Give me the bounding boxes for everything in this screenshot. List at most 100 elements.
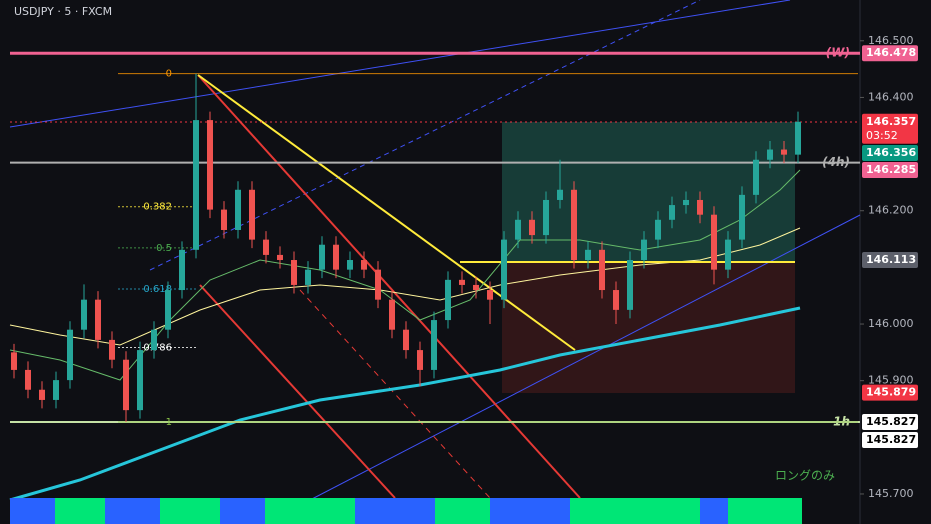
candle-body	[95, 299, 101, 340]
fib-label: 0.786	[143, 342, 172, 353]
bar-block	[265, 498, 355, 524]
candle-body	[781, 149, 787, 155]
candle-body	[221, 209, 227, 230]
price-label: 146.356	[866, 146, 916, 159]
fib-label: 1	[166, 417, 172, 428]
candle-body	[193, 120, 199, 250]
y-tick-label: 146.000	[868, 317, 914, 330]
price-label: 146.285	[866, 163, 916, 176]
down-channel	[197, 74, 581, 499]
price-label-box	[862, 145, 918, 161]
candle-body	[641, 239, 647, 261]
candle-body	[627, 260, 633, 310]
candle-body	[795, 121, 801, 155]
candle-body	[249, 189, 255, 240]
candle-body	[53, 380, 59, 400]
candle-body	[711, 214, 717, 270]
candle-body	[613, 290, 619, 310]
price-label-box	[862, 432, 918, 448]
candle-body	[109, 339, 115, 360]
price-label: 145.827	[866, 415, 916, 428]
candle-body	[445, 279, 451, 321]
candle-body	[25, 369, 31, 390]
chart-title: USDJPY · 5 · FXCM	[14, 5, 112, 18]
candle-body	[557, 189, 563, 200]
candle-body	[697, 199, 703, 215]
bar-block	[160, 498, 220, 524]
channel-line	[9, 0, 791, 128]
candle-body	[81, 299, 87, 330]
candle-body	[319, 244, 325, 270]
candle-body	[403, 329, 409, 351]
candle-body	[305, 269, 311, 285]
candle-body	[263, 239, 269, 255]
down-channel	[199, 284, 396, 499]
moving-average	[9, 227, 801, 346]
bar-block	[728, 498, 802, 524]
candle-body	[501, 239, 507, 300]
candle-body	[753, 159, 759, 195]
candle-body	[515, 219, 521, 240]
bar-block	[105, 498, 160, 524]
candle-body	[585, 249, 591, 261]
candle-body	[11, 352, 17, 370]
countdown: 03:52	[866, 129, 898, 142]
y-tick-label: 146.500	[868, 34, 914, 47]
candle-body	[431, 320, 437, 370]
level-label: (W)	[826, 46, 850, 60]
candle-body	[725, 239, 731, 270]
candle-body	[151, 329, 157, 351]
candle-body	[235, 189, 241, 230]
bar-block	[570, 498, 620, 524]
candle-body	[179, 249, 185, 291]
price-label: 146.478	[866, 46, 916, 59]
price-label-box	[862, 414, 918, 431]
candle-body	[389, 299, 395, 330]
candle-body	[655, 219, 661, 240]
candle-body	[417, 350, 423, 370]
candle-body	[165, 290, 171, 330]
y-tick-label: 146.400	[868, 90, 914, 103]
candle-body	[277, 254, 283, 261]
channel-mid	[149, 0, 701, 271]
candle-body	[207, 120, 213, 210]
stop-zone	[502, 262, 795, 393]
y-tick-label: 145.700	[868, 487, 914, 500]
price-label-box	[862, 113, 918, 144]
price-label-box	[862, 252, 918, 269]
price-label-box	[862, 162, 918, 178]
candle-body	[767, 149, 773, 160]
fib-label: 0.382	[143, 202, 172, 213]
candle-body	[599, 249, 605, 291]
candle-body	[683, 199, 689, 206]
price-label: 145.827	[866, 433, 916, 446]
price-label-box	[862, 384, 918, 401]
long-target-zone	[502, 122, 795, 262]
candle-body	[291, 260, 297, 285]
candle-body	[39, 389, 45, 400]
candle-body	[347, 260, 353, 270]
level-label: (4h)	[822, 155, 850, 169]
candle-body	[529, 219, 535, 236]
y-tick-label: 146.200	[868, 204, 914, 217]
bar-block	[10, 498, 55, 524]
down-channel-mid	[299, 289, 491, 499]
bar-block	[220, 498, 265, 524]
candle-body	[487, 290, 493, 300]
trend-line	[197, 74, 576, 351]
bottom-bar	[10, 498, 802, 524]
price-label: 146.113	[866, 253, 916, 266]
bar-block	[55, 498, 105, 524]
candle-body	[137, 350, 143, 411]
candle-body	[67, 329, 73, 381]
candle-body	[459, 279, 465, 285]
fib-label: 0.5	[156, 243, 172, 254]
bar-block	[355, 498, 435, 524]
candle-body	[333, 244, 339, 270]
candle-body	[543, 199, 549, 236]
price-label: 145.879	[866, 386, 916, 399]
price-label-box	[862, 45, 918, 62]
candle-body	[123, 359, 129, 411]
bar-block	[435, 498, 490, 524]
